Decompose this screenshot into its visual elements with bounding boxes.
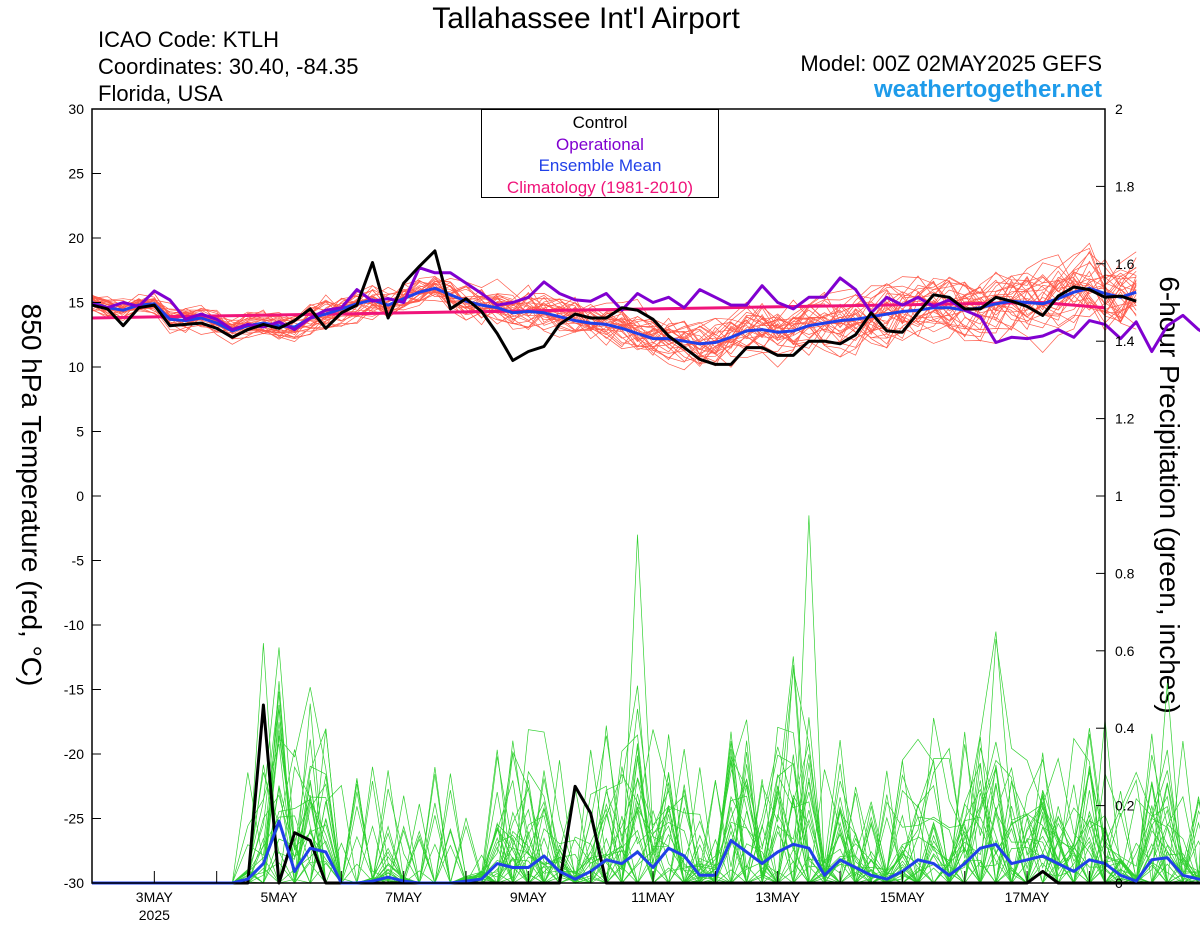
right-tick-label: 1 xyxy=(1115,488,1123,504)
left-tick-label: 5 xyxy=(76,424,84,440)
precip-member-line xyxy=(92,515,1200,884)
x-tick-label: 9MAY xyxy=(510,889,548,905)
temp-member-line xyxy=(91,266,1137,371)
x-tick-label: 15MAY xyxy=(880,889,926,905)
right-tick-label: 1.2 xyxy=(1115,411,1135,427)
legend-climatology: Climatology (1981-2010) xyxy=(506,177,694,197)
coordinates: Coordinates: 30.40, -84.35 xyxy=(98,54,359,79)
legend-control: Control xyxy=(572,113,628,132)
legend-ensemble-mean: Ensemble Mean xyxy=(538,156,662,175)
left-tick-label: 10 xyxy=(68,359,84,375)
precip-member-line xyxy=(92,737,1200,884)
precip-member-line xyxy=(92,725,1200,885)
precip-member-line xyxy=(92,722,1200,884)
precip-member-line xyxy=(92,669,1200,885)
x-tick-label: 5MAY xyxy=(260,889,298,905)
temp-control-line xyxy=(91,249,1137,366)
precip-member-line xyxy=(92,643,1200,885)
right-tick-label: 0.8 xyxy=(1115,565,1135,581)
left-tick-label: -30 xyxy=(64,875,84,891)
left-tick-label: 25 xyxy=(68,166,84,182)
left-tick-label: 30 xyxy=(68,101,84,117)
x-tick-label: 13MAY xyxy=(755,889,801,905)
x-year-label: 2025 xyxy=(139,907,170,923)
right-tick-label: 0.2 xyxy=(1115,798,1135,814)
precip-control-line xyxy=(92,703,1200,885)
right-tick-label: 1.4 xyxy=(1115,333,1135,349)
x-tick-label: 11MAY xyxy=(631,889,675,905)
legend: Control Operational Ensemble Mean Climat… xyxy=(481,109,719,198)
icao-code: ICAO Code: KTLH xyxy=(98,27,279,52)
legend-operational: Operational xyxy=(556,134,644,154)
model-run: Model: 00Z 02MAY2025 GEFS xyxy=(800,51,1102,76)
x-tick-label: 7MAY xyxy=(385,889,423,905)
right-tick-label: 1.8 xyxy=(1115,178,1135,194)
region: Florida, USA xyxy=(98,81,223,106)
right-tick-label: 0 xyxy=(1115,875,1123,891)
site-name: weathertogether.net xyxy=(873,76,1102,103)
left-tick-label: -25 xyxy=(64,811,84,827)
x-tick-label: 3MAY xyxy=(136,889,174,905)
right-tick-label: 1.6 xyxy=(1115,256,1135,272)
precip-member-line xyxy=(92,726,1200,884)
left-tick-label: -20 xyxy=(64,746,84,762)
left-tick-label: 20 xyxy=(68,230,84,246)
temp-member-line xyxy=(91,258,1137,368)
temp-member-line xyxy=(91,272,1137,362)
left-tick-label: 0 xyxy=(76,488,84,504)
precip-member-line xyxy=(92,731,1200,885)
chart-title: Tallahassee Int'l Airport xyxy=(432,2,740,35)
precip-member-line xyxy=(92,683,1200,885)
right-tick-label: 0.6 xyxy=(1115,643,1135,659)
x-tick-label: 17MAY xyxy=(1005,889,1051,905)
right-tick-label: 2 xyxy=(1115,101,1123,117)
right-tick-label: 0.4 xyxy=(1115,720,1135,736)
plot-frame xyxy=(91,108,1106,884)
temp-member-line xyxy=(91,275,1137,364)
left-tick-label: -10 xyxy=(64,617,84,633)
temp-operational-line xyxy=(91,266,1200,353)
left-tick-label: -15 xyxy=(64,682,84,698)
left-tick-label: 15 xyxy=(68,295,84,311)
precip-member-line xyxy=(92,704,1200,884)
left-tick-label: -5 xyxy=(72,553,85,569)
precip-ensemble-members xyxy=(92,515,1200,885)
precip-member-line xyxy=(92,747,1200,885)
precip-ensemble-mean-line xyxy=(92,819,1200,885)
